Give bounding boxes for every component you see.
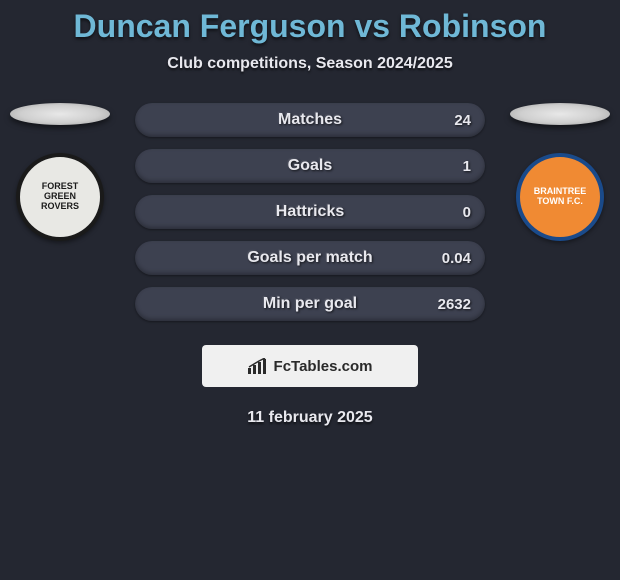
club-crest-left: FOREST GREEN ROVERS xyxy=(16,153,104,241)
stat-row: Hattricks 0 xyxy=(135,195,485,229)
player-right-column: BRAINTREE TOWN F.C. xyxy=(500,103,620,241)
player-right-disc xyxy=(510,103,610,125)
stat-value-right: 0.04 xyxy=(442,250,471,267)
stat-row: Matches 24 xyxy=(135,103,485,137)
stat-label: Min per goal xyxy=(263,295,357,313)
stats-list: Matches 24 Goals 1 Hattricks 0 Goals per match… xyxy=(135,103,485,321)
stat-row: Min per goal 2632 xyxy=(135,287,485,321)
stat-label: Goals xyxy=(288,157,332,175)
page-title: Duncan Ferguson vs Robinson xyxy=(0,0,620,45)
chart-icon xyxy=(248,358,268,374)
player-left-disc xyxy=(10,103,110,125)
stat-value-right: 0 xyxy=(463,204,471,221)
stat-row: Goals 1 xyxy=(135,149,485,183)
stat-value-right: 1 xyxy=(463,158,471,175)
brand-text: FcTables.com xyxy=(274,358,373,375)
date-label: 11 february 2025 xyxy=(0,409,620,427)
stat-label: Hattricks xyxy=(276,203,344,221)
stat-value-right: 24 xyxy=(454,112,471,129)
page-subtitle: Club competitions, Season 2024/2025 xyxy=(0,55,620,73)
comparison-row: FOREST GREEN ROVERS Matches 24 Goals 1 Hattr… xyxy=(0,103,620,323)
club-crest-right: BRAINTREE TOWN F.C. xyxy=(516,153,604,241)
stat-value-right: 2632 xyxy=(438,296,471,313)
stat-label: Matches xyxy=(278,111,342,129)
player-left-column: FOREST GREEN ROVERS xyxy=(0,103,120,241)
brand-badge: FcTables.com xyxy=(202,345,418,387)
stat-label: Goals per match xyxy=(247,249,372,267)
stat-row: Goals per match 0.04 xyxy=(135,241,485,275)
